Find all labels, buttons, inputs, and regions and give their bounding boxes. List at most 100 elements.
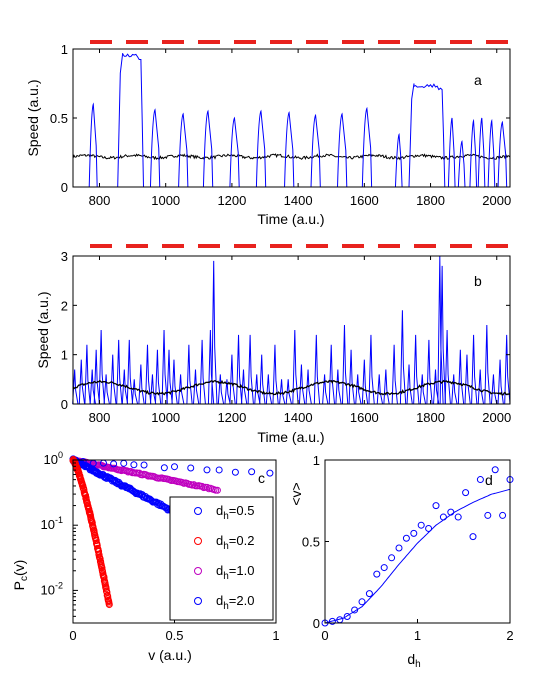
x-axis-label-b: Time (a.u.) (257, 429, 324, 445)
panel-label-c: c (258, 470, 265, 486)
speed-spike-b (84, 344, 91, 405)
x-tick-label-b: 2000 (482, 410, 511, 425)
speed-spike-b (464, 354, 471, 405)
speed-burst-a (149, 108, 161, 188)
data-point-d (417, 521, 425, 529)
data-point-dh-2.0 (112, 479, 120, 487)
speed-spike-b (391, 344, 398, 405)
speed-spike-b (154, 349, 162, 405)
legend-entry-c: dh=0.2 (216, 533, 254, 552)
speed-burst-a (255, 109, 267, 188)
x-tick-label-a: 1000 (151, 193, 180, 208)
data-point-d (388, 554, 396, 562)
data-point-dh-1.0 (190, 481, 198, 489)
speed-spike-b (399, 310, 407, 405)
legend-entry-c: dh=0.5 (216, 503, 254, 522)
speed-spike-b (166, 349, 173, 405)
speed-spike-b (78, 359, 86, 405)
data-point-d (365, 590, 373, 598)
x-tick-label-d: 2 (506, 628, 513, 643)
x-tick-label-b: 1000 (151, 410, 180, 425)
y-axis-label-d: <v> (288, 482, 304, 505)
speed-spike-b (211, 260, 218, 405)
y-axis-label-a: Speed (a.u.) (25, 79, 41, 156)
legend-c: dh=0.5 dh=0.2 dh=1.0 dh=2.0 (169, 496, 274, 621)
y-tick-label-c: 100 (44, 450, 63, 467)
data-point-d (432, 502, 440, 510)
legend-box-c (169, 496, 274, 621)
speed-spike-b (272, 344, 279, 405)
speed-burst-a (469, 118, 478, 188)
speed-spike-b (376, 374, 384, 405)
y-tick-label-b: 1 (61, 348, 68, 363)
speed-spike-b (178, 374, 185, 405)
speed-spike-b (207, 329, 215, 405)
y-tick-label-d: 0 (313, 616, 320, 631)
speed-burst-a (284, 111, 295, 188)
speed-spike-b (116, 339, 123, 405)
data-point-d (469, 533, 477, 541)
speed-spike-b (348, 349, 355, 405)
y-tick-label-c: 10-2 (41, 580, 63, 597)
speed-spike-b (145, 344, 152, 405)
x-tick-label-c: 1 (272, 628, 279, 643)
speed-spike-b (419, 374, 427, 405)
speed-spike-b (444, 329, 451, 405)
speed-spike-b (149, 374, 157, 405)
plot-area-d (321, 466, 514, 627)
data-point-dh-0.5 (140, 461, 148, 469)
data-point-dh-0.5 (110, 460, 118, 468)
speed-burst-a (477, 117, 486, 188)
speed-burst-a (408, 83, 446, 188)
panel-label-a: a (474, 72, 482, 88)
x-tick-label-a: 1400 (284, 193, 313, 208)
speed-spike-b (383, 369, 390, 405)
data-point-d (410, 529, 418, 537)
speed-spike-b (279, 379, 286, 405)
speed-burst-a (117, 53, 144, 188)
x-tick-label-b: 800 (89, 410, 111, 425)
data-point-dh-0.5 (120, 459, 128, 467)
speed-spike-b (426, 339, 433, 405)
panel-d: 0 1 2 0 0.5 1 d dh <v> (288, 453, 514, 670)
data-point-dh-0.5 (203, 466, 211, 474)
speed-spike-b (121, 369, 129, 405)
data-point-dh-1.0 (183, 479, 191, 487)
axes-frame-d (324, 459, 511, 624)
speed-spike-b (103, 374, 110, 405)
speed-burst-a (310, 113, 321, 188)
speed-spike-b (335, 369, 342, 405)
data-point-dh-1.0 (203, 483, 211, 491)
data-point-d (454, 513, 462, 521)
speed-spike-b (259, 354, 266, 405)
data-point-dh-2.0 (95, 469, 103, 477)
x-tick-label-b: 1200 (217, 410, 246, 425)
speed-spike-b (236, 334, 243, 405)
speed-spike-b (217, 374, 225, 405)
speed-spike-b (484, 325, 491, 405)
y-tick-label-b: 3 (61, 249, 68, 264)
speed-burst-a (497, 120, 508, 188)
data-point-d (484, 511, 492, 519)
speed-spike-b (138, 364, 145, 405)
data-point-dh-0.5 (266, 469, 274, 477)
x-tick-label-a: 2000 (482, 193, 511, 208)
panel-label-b: b (474, 273, 482, 289)
data-point-dh-1.0 (103, 463, 111, 471)
y-tick-label-b: 0 (61, 397, 68, 412)
speed-spike-b (313, 334, 321, 405)
speed-spike-b (437, 255, 444, 405)
data-point-d (351, 606, 359, 614)
data-point-d (343, 612, 351, 620)
x-tick-label-b: 1800 (416, 410, 445, 425)
data-point-dh-0.5 (187, 464, 195, 472)
y-tick-label-b: 2 (61, 298, 68, 313)
speed-spike-b (229, 354, 236, 405)
data-point-d (328, 617, 336, 625)
y-tick-label-a: 0.5 (50, 111, 68, 126)
data-point-dh-0.5 (130, 461, 138, 469)
data-point-d (425, 524, 433, 532)
data-point-dh-0.2 (102, 585, 110, 593)
